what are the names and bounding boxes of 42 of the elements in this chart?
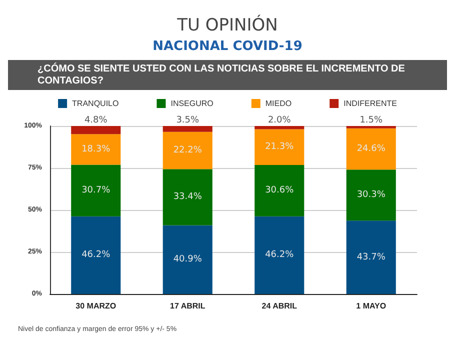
data-label: 24.6% [356,144,386,154]
bar [71,126,121,134]
x-tick-label: 17 ABRIL [170,302,206,310]
bar [254,126,304,130]
data-label: 18.3% [82,144,111,154]
bar [162,132,212,170]
data-label: 30.3% [356,190,386,200]
bar [346,170,396,221]
x-tick-label: 24 ABRIL [262,302,298,310]
chart-subtitle: NACIONAL COVID-19 [152,39,302,54]
data-label: 3.5% [176,116,200,126]
data-label: 22.2% [173,146,202,156]
data-label: 40.9% [173,254,202,265]
data-label: 46.2% [265,250,294,260]
bar [346,220,396,294]
bar [162,169,212,226]
legend-label: INDIFERENTE [344,99,397,108]
bar [162,126,212,132]
bar [254,164,304,216]
bar [71,134,121,165]
legend-label: MIEDO [265,99,292,108]
bar [162,225,212,294]
x-tick-label: 1 MAYO [356,302,386,310]
data-label: 1.5% [360,116,383,126]
data-label: 43.7% [356,252,386,262]
chart-title: TU OPINIÓN [176,14,278,36]
data-label: 4.8% [84,116,108,126]
data-label: 33.4% [173,192,202,202]
bar [71,216,121,294]
legend-label: TRANQUILO [72,99,119,108]
bar [254,129,304,165]
bar [346,128,396,170]
data-label: 21.3% [265,142,294,152]
legend-label: INSEGURO [170,99,214,108]
bar [71,164,121,216]
data-label: 46.2% [82,250,111,260]
data-label: 30.7% [82,186,111,196]
data-label: 30.6% [265,186,294,196]
x-tick-label: 30 MARZO [76,302,116,310]
data-label: 2.0% [268,116,292,126]
text: ¿CÓMO SE SIENTE USTED CON LAS NOTICIAS SOBRE EL INCREMENTO DE CONTAGIOS? [38,62,408,86]
bar [254,216,304,294]
